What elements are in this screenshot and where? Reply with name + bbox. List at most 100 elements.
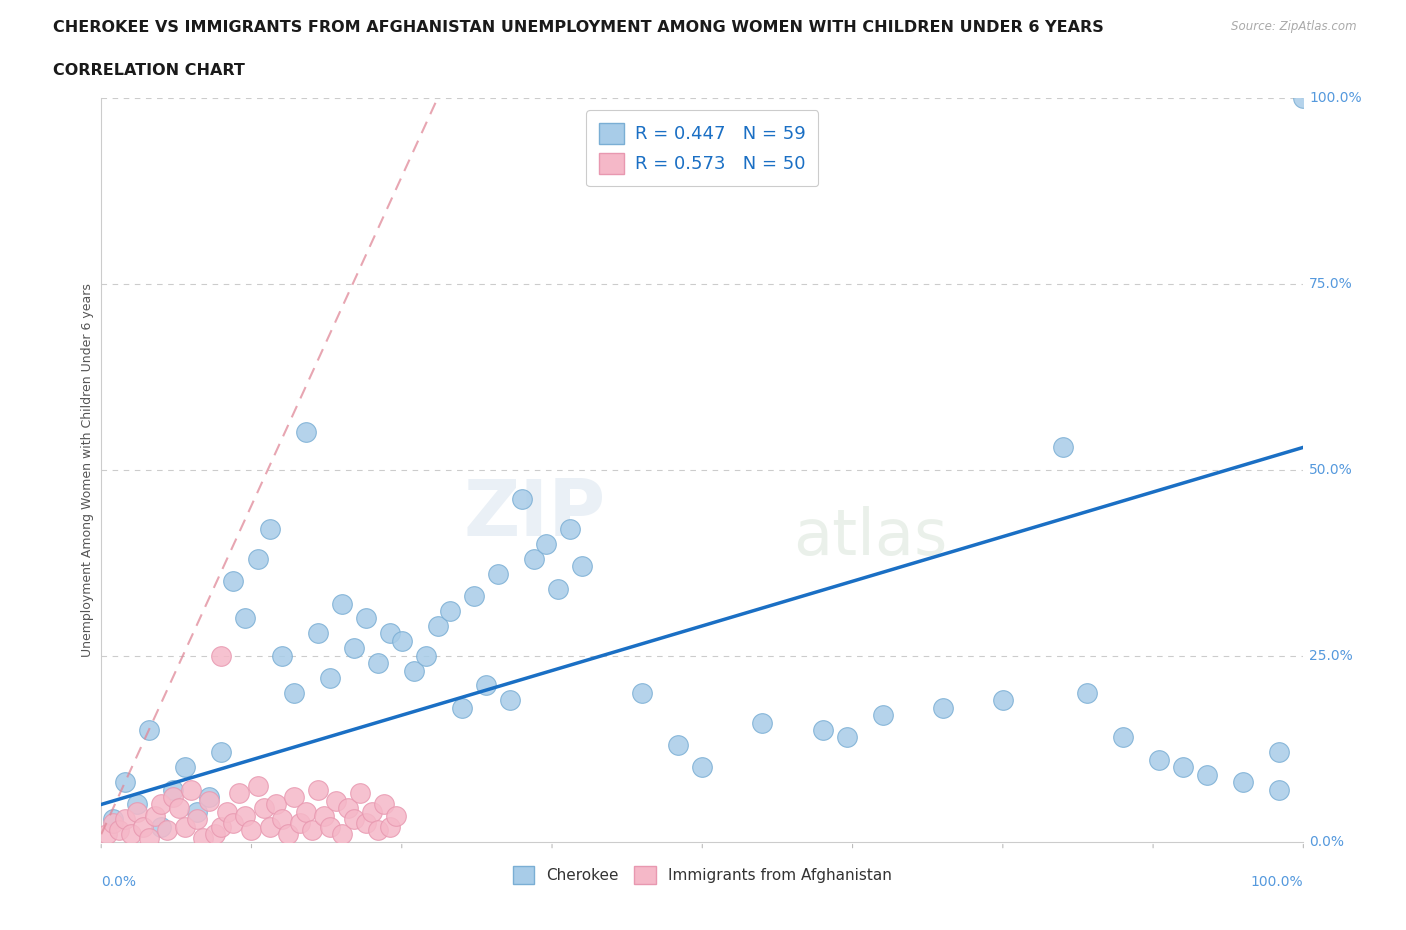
Point — [378, 626, 401, 641]
Point — [150, 797, 173, 812]
Point — [367, 656, 389, 671]
Point — [349, 786, 371, 801]
Point — [391, 633, 413, 648]
Point — [198, 790, 221, 804]
Point — [558, 522, 581, 537]
Point — [246, 778, 269, 793]
Text: 25.0%: 25.0% — [1309, 648, 1353, 663]
Point — [138, 723, 160, 737]
Point — [1171, 760, 1194, 775]
Point — [217, 804, 239, 819]
Point — [186, 812, 208, 827]
Point — [1147, 752, 1170, 767]
Point — [367, 823, 389, 838]
Point — [307, 782, 329, 797]
Point — [240, 823, 263, 838]
Text: CORRELATION CHART: CORRELATION CHART — [53, 63, 245, 78]
Point — [283, 790, 305, 804]
Point — [307, 626, 329, 641]
Text: 50.0%: 50.0% — [1309, 462, 1353, 477]
Point — [318, 671, 340, 685]
Point — [294, 804, 316, 819]
Point — [872, 708, 894, 723]
Point — [103, 816, 125, 830]
Point — [666, 737, 689, 752]
Point — [138, 830, 160, 845]
Point — [415, 648, 437, 663]
Point — [235, 611, 257, 626]
Text: 0.0%: 0.0% — [101, 875, 136, 889]
Point — [127, 797, 149, 812]
Point — [312, 808, 335, 823]
Y-axis label: Unemployment Among Women with Children Under 6 years: Unemployment Among Women with Children U… — [82, 283, 94, 657]
Point — [343, 641, 366, 656]
Point — [246, 551, 269, 566]
Point — [354, 611, 377, 626]
Text: ZIP: ZIP — [464, 476, 606, 552]
Point — [174, 760, 197, 775]
Point — [499, 693, 522, 708]
Point — [931, 700, 953, 715]
Point — [1268, 782, 1291, 797]
Point — [114, 812, 136, 827]
Point — [96, 827, 118, 842]
Point — [162, 790, 184, 804]
Point — [523, 551, 546, 566]
Point — [270, 648, 292, 663]
Point — [510, 492, 533, 507]
Point — [811, 723, 834, 737]
Point — [378, 819, 401, 834]
Point — [180, 782, 202, 797]
Point — [120, 827, 142, 842]
Point — [343, 812, 366, 827]
Point — [108, 823, 131, 838]
Point — [132, 819, 155, 834]
Point — [156, 823, 179, 838]
Point — [325, 793, 347, 808]
Point — [1197, 767, 1219, 782]
Point — [1052, 440, 1074, 455]
Point — [426, 618, 449, 633]
Point — [174, 819, 197, 834]
Point — [150, 819, 173, 834]
Point — [193, 830, 215, 845]
Point — [222, 816, 245, 830]
Point — [751, 715, 773, 730]
Point — [631, 685, 654, 700]
Point — [294, 425, 316, 440]
Point — [450, 700, 472, 715]
Text: 0.0%: 0.0% — [1309, 834, 1344, 849]
Text: CHEROKEE VS IMMIGRANTS FROM AFGHANISTAN UNEMPLOYMENT AMONG WOMEN WITH CHILDREN U: CHEROKEE VS IMMIGRANTS FROM AFGHANISTAN … — [53, 20, 1104, 35]
Point — [991, 693, 1014, 708]
Point — [211, 819, 233, 834]
Text: 100.0%: 100.0% — [1251, 875, 1303, 889]
Point — [169, 801, 191, 816]
Point — [211, 648, 233, 663]
Point — [439, 604, 461, 618]
Point — [354, 816, 377, 830]
Point — [486, 566, 509, 581]
Point — [463, 589, 485, 604]
Point — [259, 819, 281, 834]
Point — [270, 812, 292, 827]
Point — [277, 827, 299, 842]
Point — [1076, 685, 1098, 700]
Point — [288, 816, 311, 830]
Point — [571, 559, 593, 574]
Point — [384, 808, 406, 823]
Point — [336, 801, 359, 816]
Point — [211, 745, 233, 760]
Point — [186, 804, 208, 819]
Point — [204, 827, 226, 842]
Point — [252, 801, 274, 816]
Point — [835, 730, 858, 745]
Point — [114, 775, 136, 790]
Point — [162, 782, 184, 797]
Point — [301, 823, 323, 838]
Point — [475, 678, 498, 693]
Point — [360, 804, 382, 819]
Point — [534, 537, 557, 551]
Point — [402, 663, 425, 678]
Point — [198, 793, 221, 808]
Point — [330, 827, 353, 842]
